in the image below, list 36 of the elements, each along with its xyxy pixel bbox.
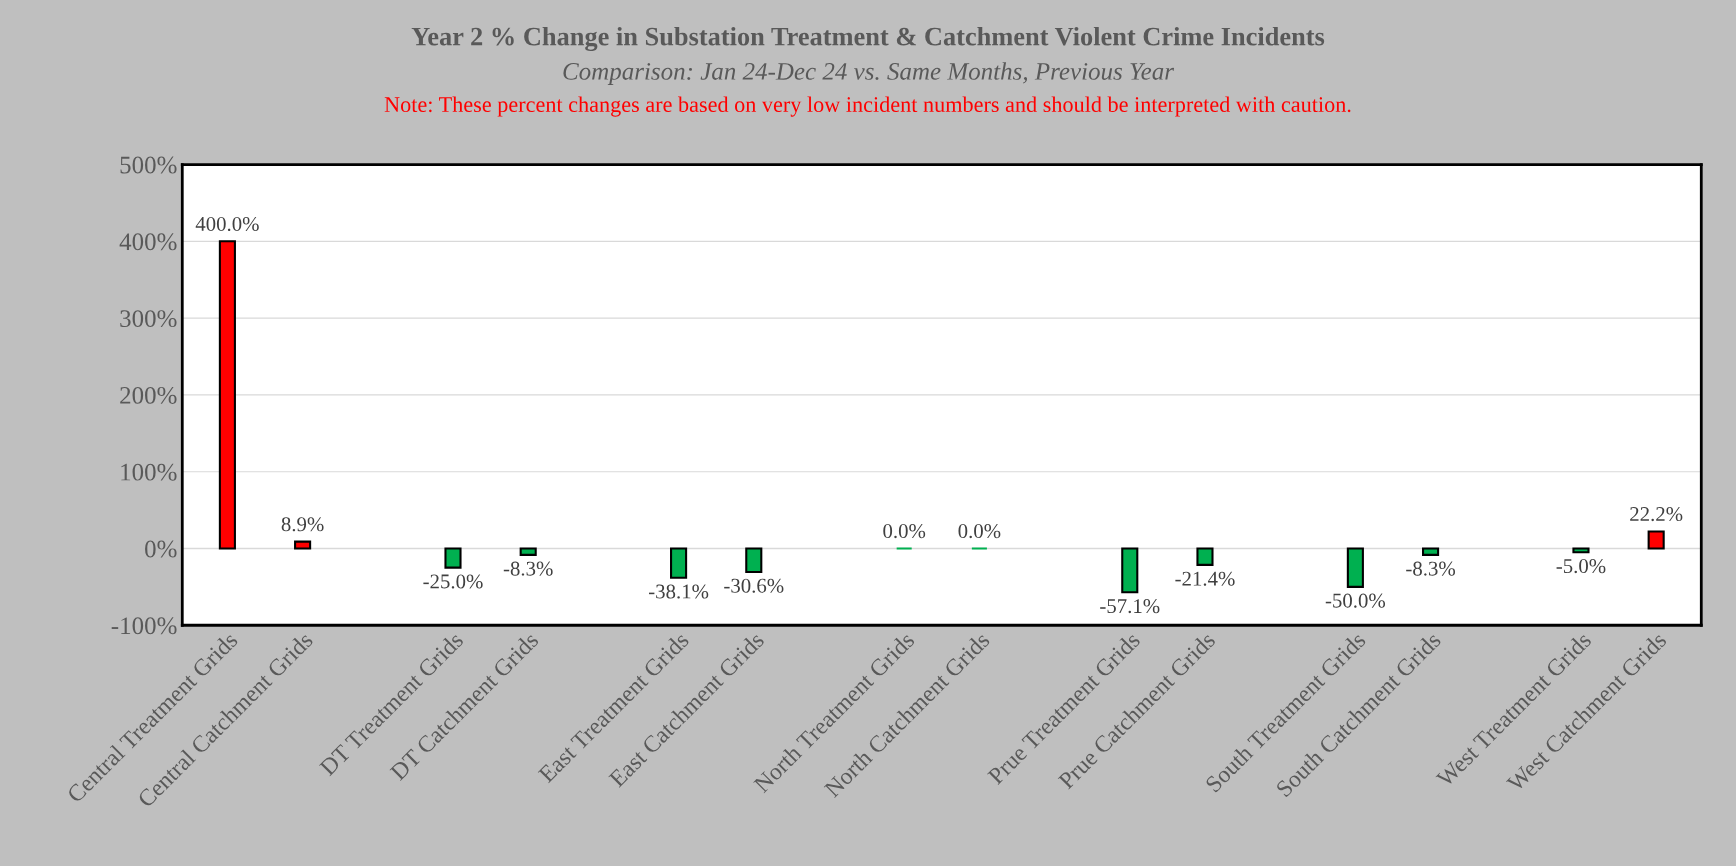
y-tick-label: 100%: [121, 463, 177, 481]
bar: [745, 547, 763, 573]
bar: [1196, 547, 1214, 566]
bar: [444, 547, 462, 569]
data-label: 8.9%: [281, 517, 324, 532]
bar: [1121, 547, 1139, 594]
chart-title: Year 2 % Change in Substation Treatment & Catchment Violent Crime Incidents: [411, 26, 1325, 52]
bar: [1572, 547, 1590, 554]
y-tick-label: 200%: [120, 386, 177, 404]
data-label: -8.3%: [503, 561, 553, 576]
data-label: -50.0%: [1325, 593, 1386, 608]
data-label: -57.1%: [1100, 599, 1160, 614]
data-label: 0.0%: [883, 524, 926, 539]
data-label: -8.3%: [1406, 561, 1456, 576]
bar: [218, 240, 236, 550]
bar: [1647, 530, 1665, 550]
bar: [1346, 547, 1364, 588]
data-label: -25.0%: [423, 574, 483, 589]
data-label: 400.0%: [195, 216, 259, 232]
bar: [294, 540, 312, 550]
bar: [519, 547, 537, 556]
data-label: 22.2%: [1630, 506, 1683, 522]
y-tick-label: -100%: [111, 617, 177, 635]
bar: [1422, 547, 1440, 556]
data-label: -5.0%: [1556, 559, 1606, 574]
bar: [670, 547, 688, 579]
data-label: -30.6%: [724, 578, 784, 593]
y-tick-label: 0%: [145, 540, 177, 558]
data-label: 0.0%: [958, 524, 1001, 539]
y-tick-label: 400%: [119, 233, 177, 251]
y-tick-label: 300%: [120, 310, 177, 328]
y-tick-label: 500%: [120, 156, 177, 174]
data-label: -38.1%: [648, 584, 709, 599]
chart-subtitle: Comparison: Jan 24-Dec 24 vs. Same Months, Previous Year: [563, 62, 1175, 85]
data-label: -21.4%: [1175, 571, 1235, 586]
text: Note: These percent changes are based on very low incident numbers and should be interpreted with caution.: [384, 96, 1351, 117]
